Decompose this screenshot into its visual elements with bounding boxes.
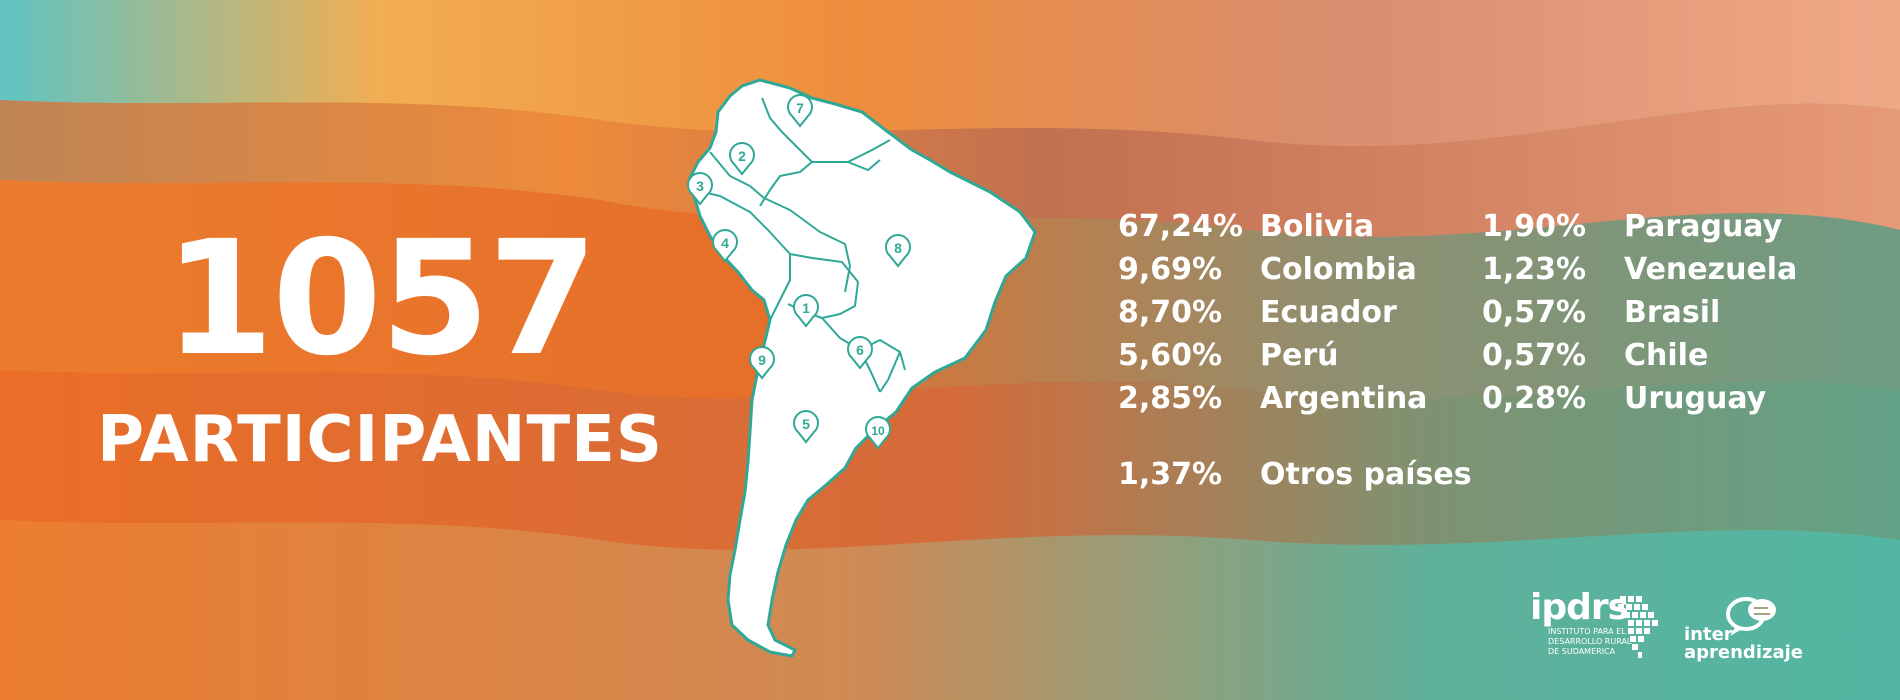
map-marker-label: 6 bbox=[856, 342, 864, 358]
speech-bubble-icon bbox=[1726, 597, 1776, 636]
participants-count: 1057 bbox=[164, 207, 598, 391]
map-marker-label: 1 bbox=[802, 300, 810, 316]
stat-percentage: 5,60% bbox=[1118, 338, 1223, 373]
map-marker-pin: 10 bbox=[865, 416, 891, 450]
stat-country: Bolivia bbox=[1260, 209, 1375, 244]
map-marker-label: 2 bbox=[738, 148, 746, 164]
interaprendizaje-logo-line1: inter bbox=[1684, 624, 1733, 645]
country-markers: 1 2 3 4 5 6 7 8 9 10 bbox=[687, 94, 911, 450]
map-marker-pin: 7 bbox=[787, 94, 813, 128]
stat-country: Chile bbox=[1624, 338, 1709, 373]
ipdrs-logo-line3: DE SUDAMERICA bbox=[1548, 647, 1616, 656]
stat-percentage: 1,37% bbox=[1118, 457, 1223, 492]
map-marker-label: 9 bbox=[758, 352, 766, 368]
stat-percentage: 2,85% bbox=[1118, 381, 1223, 416]
continent-shape bbox=[688, 78, 1037, 658]
map-marker-label: 7 bbox=[796, 100, 804, 116]
stat-country: Venezuela bbox=[1624, 252, 1798, 287]
stat-percentage: 1,23% bbox=[1482, 252, 1587, 287]
stat-country: Paraguay bbox=[1624, 209, 1783, 244]
interaprendizaje-logo: inter aprendizaje bbox=[1684, 596, 1804, 666]
stat-percentage: 67,24% bbox=[1118, 209, 1243, 244]
stat-percentage: 0,57% bbox=[1482, 295, 1587, 330]
map-marker-pin: 3 bbox=[687, 172, 713, 206]
map-marker-pin: 8 bbox=[885, 234, 911, 268]
ipdrs-logo: ipdrs INSTITUTO PARA EL DESARROLLO RURAL… bbox=[1530, 590, 1660, 670]
stat-country: Brasil bbox=[1624, 295, 1721, 330]
stat-percentage: 8,70% bbox=[1118, 295, 1223, 330]
map-marker-pin: 2 bbox=[729, 142, 755, 176]
map-marker-pin: 6 bbox=[847, 336, 873, 370]
stat-country: Otros países bbox=[1260, 457, 1472, 492]
ipdrs-logo-name: ipdrs bbox=[1530, 587, 1629, 628]
stat-percentage: 0,28% bbox=[1482, 381, 1587, 416]
stat-percentage: 9,69% bbox=[1118, 252, 1223, 287]
interaprendizaje-logo-line2: aprendizaje bbox=[1684, 642, 1803, 663]
ipdrs-grid-globe-icon bbox=[1618, 596, 1658, 658]
map-marker-label: 8 bbox=[894, 240, 902, 256]
ipdrs-logo-line1: INSTITUTO PARA EL bbox=[1548, 627, 1626, 636]
map-marker-pin: 1 bbox=[793, 294, 819, 328]
ipdrs-logo-line2: DESARROLLO RURAL bbox=[1548, 637, 1632, 646]
stat-country: Uruguay bbox=[1624, 381, 1767, 416]
stat-country: Perú bbox=[1260, 338, 1339, 373]
map-marker-label: 10 bbox=[871, 424, 885, 438]
stat-percentage: 1,90% bbox=[1482, 209, 1587, 244]
stat-country: Argentina bbox=[1260, 381, 1428, 416]
stat-country: Colombia bbox=[1260, 252, 1417, 287]
map-marker-label: 4 bbox=[721, 235, 729, 251]
map-marker-label: 3 bbox=[696, 178, 704, 194]
map-marker-pin: 9 bbox=[749, 346, 775, 380]
map-marker-pin: 5 bbox=[793, 410, 819, 444]
stat-percentage: 0,57% bbox=[1482, 338, 1587, 373]
map-marker-pin: 4 bbox=[712, 229, 738, 263]
stat-country: Ecuador bbox=[1260, 295, 1397, 330]
map-marker-label: 5 bbox=[802, 416, 810, 432]
participants-label: PARTICIPANTES bbox=[97, 403, 663, 477]
